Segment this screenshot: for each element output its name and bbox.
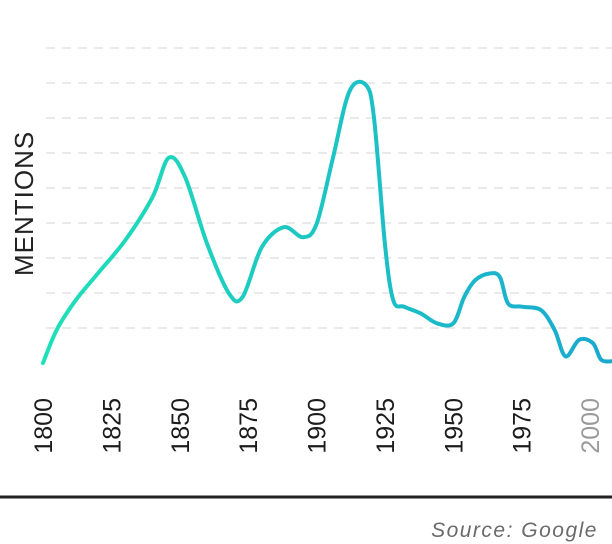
x-tick-labels: 1800 1825 1850 1875 1900 1925 1950 1975 2000 bbox=[30, 398, 605, 454]
series-layer bbox=[41, 79, 612, 365]
series-line-mentions bbox=[41, 79, 612, 365]
x-tick-1900: 1900 bbox=[304, 398, 332, 454]
x-tick-1975: 1975 bbox=[509, 398, 537, 454]
x-tick-1950: 1950 bbox=[440, 398, 468, 454]
x-tick-2000: 2000 bbox=[577, 398, 605, 454]
x-tick-1825: 1825 bbox=[98, 398, 126, 454]
x-tick-1875: 1875 bbox=[235, 398, 263, 454]
x-tick-1925: 1925 bbox=[372, 398, 400, 454]
y-axis-label: MENTIONS bbox=[9, 131, 39, 276]
gridlines bbox=[46, 47, 612, 329]
x-tick-1850: 1850 bbox=[167, 398, 195, 454]
source-note: Source: Google bbox=[431, 519, 598, 542]
x-tick-1800: 1800 bbox=[30, 398, 58, 454]
